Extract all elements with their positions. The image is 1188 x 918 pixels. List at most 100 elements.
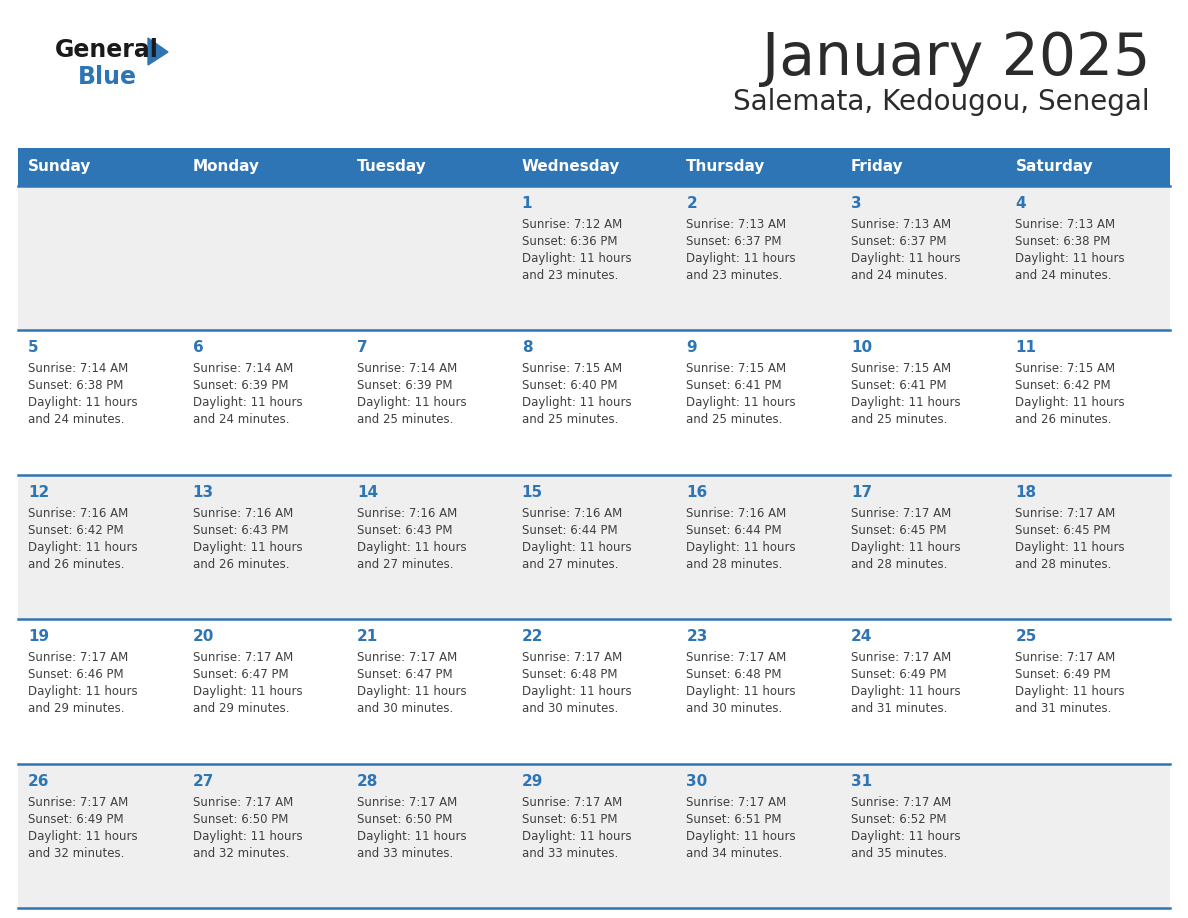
Text: Daylight: 11 hours: Daylight: 11 hours [1016,541,1125,554]
Text: Sunrise: 7:16 AM: Sunrise: 7:16 AM [358,507,457,520]
Text: and 32 minutes.: and 32 minutes. [29,846,125,859]
Text: Sunset: 6:52 PM: Sunset: 6:52 PM [851,812,947,825]
Text: Daylight: 11 hours: Daylight: 11 hours [522,685,631,699]
Text: Sunrise: 7:17 AM: Sunrise: 7:17 AM [1016,651,1116,665]
Text: Daylight: 11 hours: Daylight: 11 hours [29,541,138,554]
Text: Sunrise: 7:13 AM: Sunrise: 7:13 AM [687,218,786,231]
Text: Sunrise: 7:13 AM: Sunrise: 7:13 AM [851,218,950,231]
Text: and 24 minutes.: and 24 minutes. [192,413,289,426]
Text: Daylight: 11 hours: Daylight: 11 hours [851,830,960,843]
Text: 26: 26 [29,774,50,789]
Text: Blue: Blue [78,65,137,89]
Text: Daylight: 11 hours: Daylight: 11 hours [1016,397,1125,409]
Text: Sunset: 6:50 PM: Sunset: 6:50 PM [192,812,287,825]
Text: Sunset: 6:47 PM: Sunset: 6:47 PM [358,668,453,681]
Text: Daylight: 11 hours: Daylight: 11 hours [192,830,302,843]
Text: 21: 21 [358,629,379,644]
Text: and 34 minutes.: and 34 minutes. [687,846,783,859]
Text: 27: 27 [192,774,214,789]
Text: Sunset: 6:36 PM: Sunset: 6:36 PM [522,235,618,248]
Text: Sunset: 6:44 PM: Sunset: 6:44 PM [522,524,618,537]
Text: 28: 28 [358,774,379,789]
Text: Daylight: 11 hours: Daylight: 11 hours [522,252,631,265]
Text: and 28 minutes.: and 28 minutes. [1016,558,1112,571]
Text: and 31 minutes.: and 31 minutes. [851,702,947,715]
Text: Sunset: 6:41 PM: Sunset: 6:41 PM [687,379,782,392]
Text: Sunrise: 7:17 AM: Sunrise: 7:17 AM [687,651,786,665]
Text: Sunrise: 7:17 AM: Sunrise: 7:17 AM [192,651,292,665]
Text: 13: 13 [192,485,214,499]
Text: Sunrise: 7:17 AM: Sunrise: 7:17 AM [192,796,292,809]
Bar [1005,148,1170,186]
Bar [18,475,1170,620]
Text: Sunrise: 7:15 AM: Sunrise: 7:15 AM [1016,363,1116,375]
Text: Sunrise: 7:17 AM: Sunrise: 7:17 AM [29,796,128,809]
Text: Sunset: 6:51 PM: Sunset: 6:51 PM [522,812,618,825]
Text: Sunrise: 7:17 AM: Sunrise: 7:17 AM [851,796,952,809]
Text: and 30 minutes.: and 30 minutes. [358,702,454,715]
Text: Sunset: 6:38 PM: Sunset: 6:38 PM [1016,235,1111,248]
Text: Daylight: 11 hours: Daylight: 11 hours [522,541,631,554]
Text: Daylight: 11 hours: Daylight: 11 hours [687,397,796,409]
Text: Sunrise: 7:17 AM: Sunrise: 7:17 AM [522,796,623,809]
Bar [183,148,347,186]
Text: and 25 minutes.: and 25 minutes. [358,413,454,426]
Text: 1: 1 [522,196,532,211]
Text: Sunrise: 7:16 AM: Sunrise: 7:16 AM [687,507,786,520]
Text: 5: 5 [29,341,39,355]
Text: 20: 20 [192,629,214,644]
Text: 14: 14 [358,485,378,499]
Text: Sunrise: 7:14 AM: Sunrise: 7:14 AM [29,363,128,375]
Text: and 29 minutes.: and 29 minutes. [192,702,289,715]
Text: 30: 30 [687,774,708,789]
Text: Daylight: 11 hours: Daylight: 11 hours [192,397,302,409]
Text: Sunrise: 7:17 AM: Sunrise: 7:17 AM [522,651,623,665]
Polygon shape [148,38,168,65]
Bar [18,330,1170,475]
Text: Sunset: 6:45 PM: Sunset: 6:45 PM [1016,524,1111,537]
Text: 22: 22 [522,629,543,644]
Text: and 27 minutes.: and 27 minutes. [522,558,618,571]
Text: 6: 6 [192,341,203,355]
Text: Sunset: 6:39 PM: Sunset: 6:39 PM [358,379,453,392]
Text: and 28 minutes.: and 28 minutes. [851,558,947,571]
Text: Sunset: 6:42 PM: Sunset: 6:42 PM [1016,379,1111,392]
Text: Wednesday: Wednesday [522,160,620,174]
Text: and 33 minutes.: and 33 minutes. [522,846,618,859]
Text: Sunset: 6:43 PM: Sunset: 6:43 PM [192,524,287,537]
Bar [841,148,1005,186]
Text: Sunrise: 7:16 AM: Sunrise: 7:16 AM [522,507,623,520]
Text: Sunset: 6:50 PM: Sunset: 6:50 PM [358,812,453,825]
Text: Daylight: 11 hours: Daylight: 11 hours [522,830,631,843]
Text: Daylight: 11 hours: Daylight: 11 hours [192,541,302,554]
Text: Daylight: 11 hours: Daylight: 11 hours [192,685,302,699]
Text: Sunset: 6:41 PM: Sunset: 6:41 PM [851,379,947,392]
Text: Daylight: 11 hours: Daylight: 11 hours [29,397,138,409]
Text: Daylight: 11 hours: Daylight: 11 hours [29,685,138,699]
Text: Sunday: Sunday [29,160,91,174]
Text: January 2025: January 2025 [762,30,1150,87]
Text: Daylight: 11 hours: Daylight: 11 hours [851,541,960,554]
Text: and 32 minutes.: and 32 minutes. [192,846,289,859]
Text: Sunset: 6:37 PM: Sunset: 6:37 PM [851,235,947,248]
Text: 15: 15 [522,485,543,499]
Text: Sunset: 6:47 PM: Sunset: 6:47 PM [192,668,289,681]
Text: and 33 minutes.: and 33 minutes. [358,846,454,859]
Text: and 26 minutes.: and 26 minutes. [1016,413,1112,426]
Bar [18,186,1170,330]
Text: Sunrise: 7:15 AM: Sunrise: 7:15 AM [687,363,786,375]
Text: 18: 18 [1016,485,1037,499]
Text: 3: 3 [851,196,861,211]
Text: Daylight: 11 hours: Daylight: 11 hours [358,685,467,699]
Text: and 28 minutes.: and 28 minutes. [687,558,783,571]
Text: Daylight: 11 hours: Daylight: 11 hours [358,397,467,409]
Text: and 26 minutes.: and 26 minutes. [29,558,125,571]
Text: Sunset: 6:48 PM: Sunset: 6:48 PM [687,668,782,681]
Text: and 25 minutes.: and 25 minutes. [522,413,618,426]
Text: 10: 10 [851,341,872,355]
Text: Sunrise: 7:12 AM: Sunrise: 7:12 AM [522,218,623,231]
Text: and 24 minutes.: and 24 minutes. [1016,269,1112,282]
Text: Sunrise: 7:16 AM: Sunrise: 7:16 AM [192,507,292,520]
Text: Sunrise: 7:17 AM: Sunrise: 7:17 AM [29,651,128,665]
Text: Sunset: 6:44 PM: Sunset: 6:44 PM [687,524,782,537]
